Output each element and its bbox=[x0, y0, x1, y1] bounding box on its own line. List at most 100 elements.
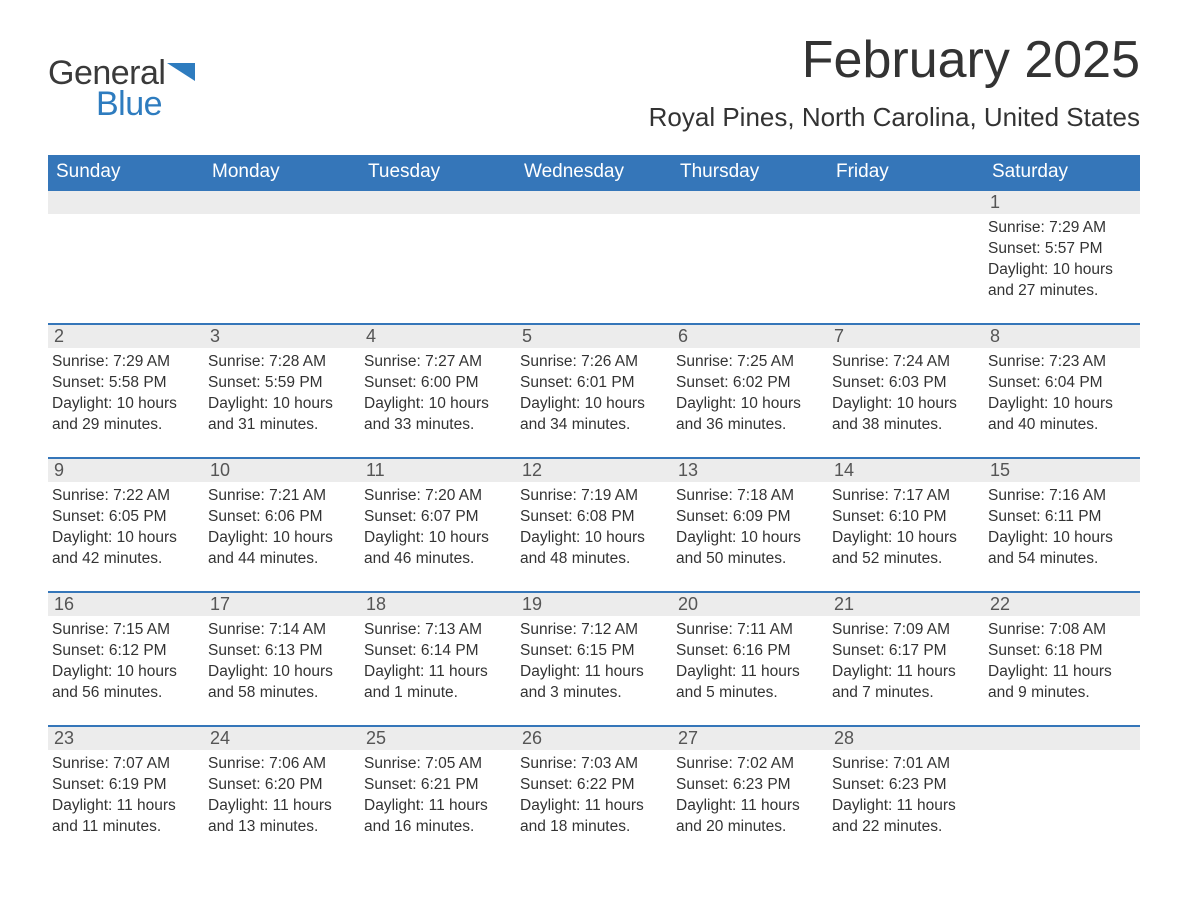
daylight-text: Daylight: 10 hours and 40 minutes. bbox=[988, 394, 1136, 436]
day-number bbox=[204, 189, 360, 214]
calendar-day-cell: 26Sunrise: 7:03 AMSunset: 6:22 PMDayligh… bbox=[516, 725, 672, 859]
brand-word-2: Blue bbox=[96, 85, 199, 124]
sunrise-text: Sunrise: 7:13 AM bbox=[364, 620, 512, 641]
day-number: 1 bbox=[984, 189, 1140, 214]
calendar-day-cell: 17Sunrise: 7:14 AMSunset: 6:13 PMDayligh… bbox=[204, 591, 360, 725]
calendar-day-cell bbox=[516, 189, 672, 323]
day-details: Sunrise: 7:03 AMSunset: 6:22 PMDaylight:… bbox=[516, 750, 672, 842]
daylight-text: Daylight: 10 hours and 29 minutes. bbox=[52, 394, 200, 436]
weekday-header: Tuesday bbox=[360, 155, 516, 189]
sunrise-text: Sunrise: 7:25 AM bbox=[676, 352, 824, 373]
sunrise-text: Sunrise: 7:26 AM bbox=[520, 352, 668, 373]
sunset-text: Sunset: 6:22 PM bbox=[520, 775, 668, 796]
daylight-text: Daylight: 10 hours and 48 minutes. bbox=[520, 528, 668, 570]
day-details: Sunrise: 7:29 AMSunset: 5:57 PMDaylight:… bbox=[984, 214, 1140, 306]
day-number: 6 bbox=[672, 323, 828, 348]
day-details: Sunrise: 7:21 AMSunset: 6:06 PMDaylight:… bbox=[204, 482, 360, 574]
daylight-text: Daylight: 10 hours and 52 minutes. bbox=[832, 528, 980, 570]
calendar-day-cell: 24Sunrise: 7:06 AMSunset: 6:20 PMDayligh… bbox=[204, 725, 360, 859]
calendar-day-cell bbox=[48, 189, 204, 323]
day-details: Sunrise: 7:02 AMSunset: 6:23 PMDaylight:… bbox=[672, 750, 828, 842]
sunset-text: Sunset: 6:15 PM bbox=[520, 641, 668, 662]
day-number: 19 bbox=[516, 591, 672, 616]
daylight-text: Daylight: 11 hours and 13 minutes. bbox=[208, 796, 356, 838]
calendar-week-row: 1Sunrise: 7:29 AMSunset: 5:57 PMDaylight… bbox=[48, 189, 1140, 323]
sunset-text: Sunset: 6:16 PM bbox=[676, 641, 824, 662]
sunset-text: Sunset: 6:21 PM bbox=[364, 775, 512, 796]
weekday-header: Sunday bbox=[48, 155, 204, 189]
daylight-text: Daylight: 11 hours and 20 minutes. bbox=[676, 796, 824, 838]
sunrise-text: Sunrise: 7:21 AM bbox=[208, 486, 356, 507]
day-number: 28 bbox=[828, 725, 984, 750]
day-details: Sunrise: 7:06 AMSunset: 6:20 PMDaylight:… bbox=[204, 750, 360, 842]
sunrise-text: Sunrise: 7:15 AM bbox=[52, 620, 200, 641]
daylight-text: Daylight: 11 hours and 11 minutes. bbox=[52, 796, 200, 838]
sunrise-text: Sunrise: 7:09 AM bbox=[832, 620, 980, 641]
daylight-text: Daylight: 10 hours and 50 minutes. bbox=[676, 528, 824, 570]
sunrise-text: Sunrise: 7:19 AM bbox=[520, 486, 668, 507]
sunset-text: Sunset: 5:57 PM bbox=[988, 239, 1136, 260]
day-number: 20 bbox=[672, 591, 828, 616]
weekday-header: Monday bbox=[204, 155, 360, 189]
calendar-week-row: 23Sunrise: 7:07 AMSunset: 6:19 PMDayligh… bbox=[48, 725, 1140, 859]
calendar-table: SundayMondayTuesdayWednesdayThursdayFrid… bbox=[48, 155, 1140, 859]
calendar-day-cell: 18 Sunrise: 7:13 AMSunset: 6:14 PMDayligh… bbox=[360, 591, 516, 725]
day-details: Sunrise: 7:25 AMSunset: 6:02 PMDaylight:… bbox=[672, 348, 828, 440]
daylight-text: Daylight: 10 hours and 54 minutes. bbox=[988, 528, 1136, 570]
calendar-day-cell: 9Sunrise: 7:22 AMSunset: 6:05 PMDaylight… bbox=[48, 457, 204, 591]
day-details: Sunrise: 7:28 AMSunset: 5:59 PMDaylight:… bbox=[204, 348, 360, 440]
sunrise-text: Sunrise: 7:27 AM bbox=[364, 352, 512, 373]
day-number: 14 bbox=[828, 457, 984, 482]
daylight-text: Daylight: 10 hours and 44 minutes. bbox=[208, 528, 356, 570]
sunset-text: Sunset: 6:17 PM bbox=[832, 641, 980, 662]
day-details: Sunrise: 7:05 AMSunset: 6:21 PMDaylight:… bbox=[360, 750, 516, 842]
sunset-text: Sunset: 6:11 PM bbox=[988, 507, 1136, 528]
calendar-day-cell: 11Sunrise: 7:20 AMSunset: 6:07 PMDayligh… bbox=[360, 457, 516, 591]
sunset-text: Sunset: 6:03 PM bbox=[832, 373, 980, 394]
day-number bbox=[672, 189, 828, 214]
sunset-text: Sunset: 6:08 PM bbox=[520, 507, 668, 528]
page-title: February 2025 bbox=[649, 30, 1140, 90]
day-details: Sunrise: 7:22 AMSunset: 6:05 PMDaylight:… bbox=[48, 482, 204, 574]
day-number: 24 bbox=[204, 725, 360, 750]
calendar-day-cell: 13Sunrise: 7:18 AMSunset: 6:09 PMDayligh… bbox=[672, 457, 828, 591]
day-number: 7 bbox=[828, 323, 984, 348]
calendar-day-cell: 10Sunrise: 7:21 AMSunset: 6:06 PMDayligh… bbox=[204, 457, 360, 591]
calendar-day-cell: 3Sunrise: 7:28 AMSunset: 5:59 PMDaylight… bbox=[204, 323, 360, 457]
calendar-day-cell: 14Sunrise: 7:17 AMSunset: 6:10 PMDayligh… bbox=[828, 457, 984, 591]
weekday-header: Friday bbox=[828, 155, 984, 189]
day-number: 4 bbox=[360, 323, 516, 348]
day-number: 8 bbox=[984, 323, 1140, 348]
calendar-day-cell: 12Sunrise: 7:19 AMSunset: 6:08 PMDayligh… bbox=[516, 457, 672, 591]
calendar-day-cell: 7Sunrise: 7:24 AMSunset: 6:03 PMDaylight… bbox=[828, 323, 984, 457]
calendar-day-cell: 20Sunrise: 7:11 AMSunset: 6:16 PMDayligh… bbox=[672, 591, 828, 725]
day-number: 18 bbox=[360, 591, 516, 616]
calendar-day-cell: 4Sunrise: 7:27 AMSunset: 6:00 PMDaylight… bbox=[360, 323, 516, 457]
sunrise-text: Sunrise: 7:29 AM bbox=[52, 352, 200, 373]
sunrise-text: Sunrise: 7:23 AM bbox=[988, 352, 1136, 373]
sunrise-text: Sunrise: 7:02 AM bbox=[676, 754, 824, 775]
sunset-text: Sunset: 6:14 PM bbox=[364, 641, 512, 662]
day-details: Sunrise: 7:26 AMSunset: 6:01 PMDaylight:… bbox=[516, 348, 672, 440]
day-number bbox=[516, 189, 672, 214]
daylight-text: Daylight: 10 hours and 56 minutes. bbox=[52, 662, 200, 704]
day-number: 25 bbox=[360, 725, 516, 750]
daylight-text: Daylight: 10 hours and 42 minutes. bbox=[52, 528, 200, 570]
sunrise-text: Sunrise: 7:08 AM bbox=[988, 620, 1136, 641]
sunset-text: Sunset: 6:20 PM bbox=[208, 775, 356, 796]
daylight-text: Daylight: 10 hours and 36 minutes. bbox=[676, 394, 824, 436]
calendar-day-cell: 16Sunrise: 7:15 AMSunset: 6:12 PMDayligh… bbox=[48, 591, 204, 725]
day-number bbox=[360, 189, 516, 214]
day-details: Sunrise: 7:07 AMSunset: 6:19 PMDaylight:… bbox=[48, 750, 204, 842]
sunrise-text: Sunrise: 7:18 AM bbox=[676, 486, 824, 507]
calendar-day-cell bbox=[204, 189, 360, 323]
daylight-text: Daylight: 11 hours and 1 minute. bbox=[364, 662, 512, 704]
day-number: 5 bbox=[516, 323, 672, 348]
sunset-text: Sunset: 6:02 PM bbox=[676, 373, 824, 394]
calendar-day-cell: 19Sunrise: 7:12 AMSunset: 6:15 PMDayligh… bbox=[516, 591, 672, 725]
day-details: Sunrise: 7:20 AMSunset: 6:07 PMDaylight:… bbox=[360, 482, 516, 574]
brand-logo: General Blue bbox=[48, 30, 199, 124]
day-number: 27 bbox=[672, 725, 828, 750]
day-number: 26 bbox=[516, 725, 672, 750]
sunset-text: Sunset: 6:06 PM bbox=[208, 507, 356, 528]
